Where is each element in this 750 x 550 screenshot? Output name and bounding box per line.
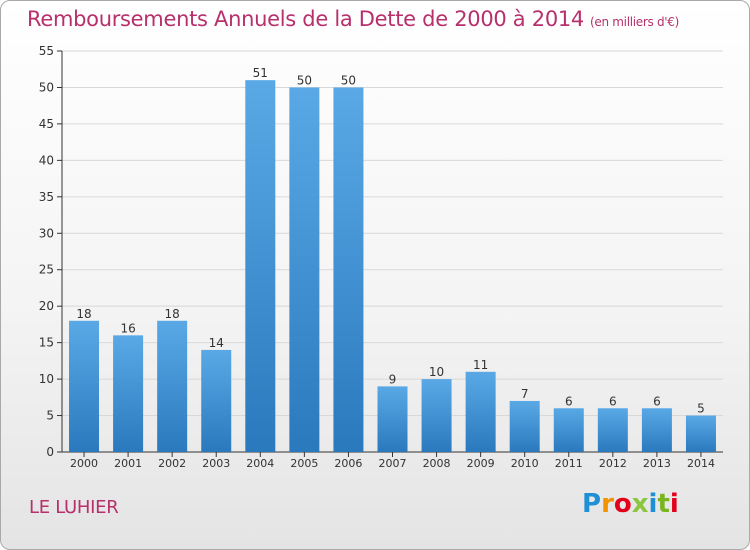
bar-2006 <box>333 87 364 453</box>
x-tick-label-2003: 2003 <box>202 457 230 470</box>
proxiti-logo: Proxiti <box>582 489 679 519</box>
bar-2000 <box>69 320 100 452</box>
y-tick-label: 45 <box>39 117 54 131</box>
bar-2001 <box>113 335 144 452</box>
bar-2009 <box>465 371 496 452</box>
bar-2008 <box>421 379 452 452</box>
bar-2013 <box>641 408 672 452</box>
value-label-2014: 5 <box>697 402 705 416</box>
x-tick-label-2014: 2014 <box>687 457 715 470</box>
y-tick-label: 55 <box>39 44 54 58</box>
y-tick-label: 5 <box>46 409 54 423</box>
bar-2003 <box>201 349 232 452</box>
x-tick-label-2005: 2005 <box>290 457 318 470</box>
y-tick-label: 40 <box>39 153 54 167</box>
y-tick-label: 0 <box>46 445 54 459</box>
y-tick-label: 50 <box>39 80 54 94</box>
logo-letter: x <box>631 489 649 519</box>
logo-letter: r <box>601 489 614 519</box>
chart-unit-label: (en milliers d'€) <box>590 15 680 29</box>
logo-letter: t <box>657 489 670 519</box>
value-label-2012: 6 <box>609 394 617 408</box>
logo-letter: P <box>582 489 602 519</box>
x-tick-label-2004: 2004 <box>246 457 274 470</box>
logo-letter: i <box>669 489 679 519</box>
x-tick-label-2010: 2010 <box>511 457 539 470</box>
bar-2002 <box>157 320 188 452</box>
x-tick-label-2002: 2002 <box>158 457 186 470</box>
bar-2011 <box>553 408 584 452</box>
logo-letter: o <box>613 489 632 519</box>
y-tick-label: 10 <box>39 372 54 386</box>
x-tick-label-2008: 2008 <box>423 457 451 470</box>
y-tick-label: 30 <box>39 226 54 240</box>
value-label-2010: 7 <box>521 387 529 401</box>
y-tick-label: 15 <box>39 336 54 350</box>
x-tick-label-2013: 2013 <box>643 457 671 470</box>
value-label-2008: 10 <box>429 365 444 379</box>
bar-2007 <box>377 386 408 452</box>
bar-2005 <box>289 87 320 453</box>
value-label-2006: 50 <box>341 73 356 87</box>
x-tick-label-2000: 2000 <box>70 457 98 470</box>
x-tick-label-2009: 2009 <box>467 457 495 470</box>
value-label-2009: 11 <box>473 358 488 372</box>
x-tick-label-2012: 2012 <box>599 457 627 470</box>
value-label-2013: 6 <box>653 394 661 408</box>
logo-letter: i <box>648 489 658 519</box>
x-tick-label-2007: 2007 <box>379 457 407 470</box>
value-label-2003: 14 <box>209 336 224 350</box>
commune-name: LE LUHIER <box>29 497 119 518</box>
labels: 0 5 10 15 20 25 30 35 40 45 50 55 18 2000 16 2001 18 2002… <box>39 44 715 470</box>
value-label-2001: 16 <box>120 321 135 335</box>
value-label-2005: 50 <box>297 73 312 87</box>
bar-2012 <box>597 408 628 452</box>
y-tick-label: 35 <box>39 190 54 204</box>
bar-2004 <box>245 80 276 452</box>
x-tick-label-2001: 2001 <box>114 457 142 470</box>
chart-title-text: Remboursements Annuels de la Dette de 20… <box>27 7 584 31</box>
value-label-2011: 6 <box>565 394 573 408</box>
value-label-2002: 18 <box>165 307 180 321</box>
value-label-2004: 51 <box>253 66 268 80</box>
y-tick-label: 25 <box>39 263 54 277</box>
value-label-2007: 9 <box>389 372 397 386</box>
bars <box>69 80 716 453</box>
x-tick-label-2011: 2011 <box>555 457 583 470</box>
bar-2010 <box>509 400 540 452</box>
chart-title: Remboursements Annuels de la Dette de 20… <box>27 7 679 31</box>
value-label-2000: 18 <box>76 307 91 321</box>
y-tick-label: 20 <box>39 299 54 313</box>
bar-2014 <box>685 415 716 452</box>
x-tick-label-2006: 2006 <box>334 457 362 470</box>
